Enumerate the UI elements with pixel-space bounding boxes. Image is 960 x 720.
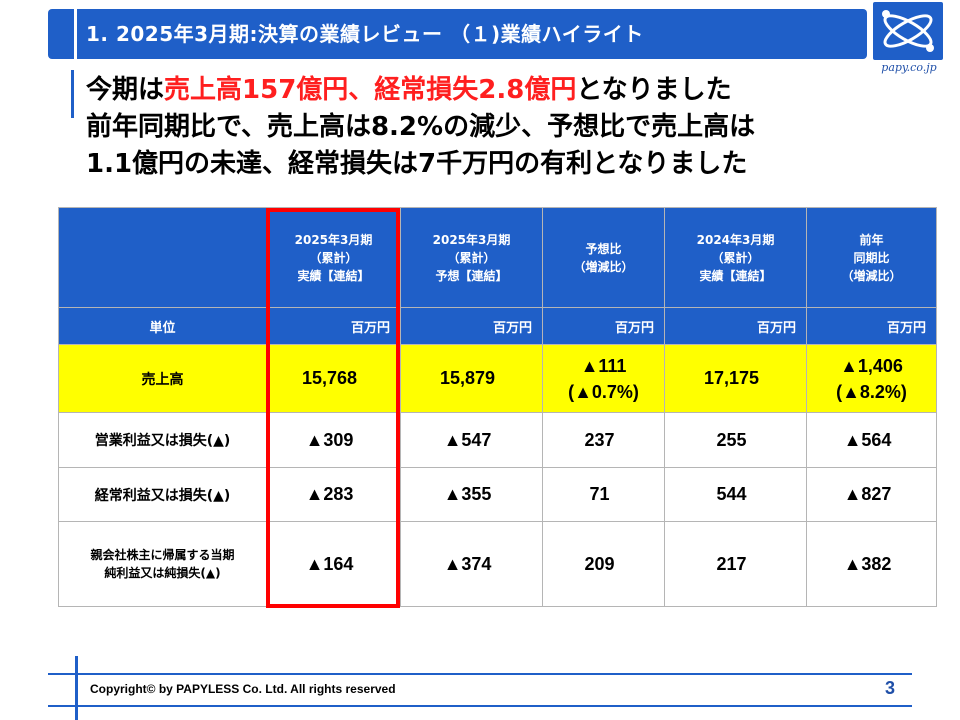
value-cell: 217 xyxy=(664,521,807,607)
summary-line-1-prefix: 今期は xyxy=(86,75,165,105)
title-bar: 1. 2025年3月期:決算の業績レビュー （１)業績ハイライト xyxy=(48,9,867,59)
row-label-net-income: 親会社株主に帰属する当期 純利益又は純損失(▲) xyxy=(58,521,267,607)
page-title: 1. 2025年3月期:決算の業績レビュー （１)業績ハイライト xyxy=(86,22,644,46)
table-unit-row: 単位 百万円 百万円 百万円 百万円 百万円 xyxy=(58,307,937,345)
summary-accent-bar xyxy=(71,70,74,118)
summary-statement: 今期は売上高157億円、経常損失2.8億円となりました 前年同期比で、売上高は8… xyxy=(86,72,946,183)
value-cell: 544 xyxy=(664,467,807,522)
value-cell: ▲382 xyxy=(806,521,937,607)
value-cell: ▲564 xyxy=(806,412,937,468)
footer-accent-vertical xyxy=(75,656,78,720)
header-empty-cell xyxy=(58,207,267,308)
value-cell: ▲283 xyxy=(266,467,401,522)
value-cell: ▲827 xyxy=(806,467,937,522)
summary-line-1-highlight: 売上高157億円、経常損失2.8億円 xyxy=(164,75,577,105)
value-cell: 15,768 xyxy=(266,344,401,413)
unit-cell: 百万円 xyxy=(542,307,665,345)
row-label-net-income-line2: 純利益又は純損失(▲) xyxy=(104,566,221,580)
logo-text: papy.co.jp xyxy=(881,61,937,74)
summary-line-2: 前年同期比で、売上高は8.2%の減少、予想比で売上高は xyxy=(86,112,756,142)
row-label-ordinary: 経常利益又は損失(▲) xyxy=(58,467,267,522)
value-cell: ▲111 (▲0.7%) xyxy=(542,344,665,413)
value-cell: 17,175 xyxy=(664,344,807,413)
summary-line-1-suffix: となりました xyxy=(576,75,732,105)
value-cell: ▲547 xyxy=(400,412,543,468)
value-cell: ▲164 xyxy=(266,521,401,607)
company-logo: papy.co.jp xyxy=(873,2,945,74)
table-header-row: 2025年3月期 （累計） 実績【連結】 2025年3月期 （累計） 予想【連結… xyxy=(58,207,937,308)
column-header-vs-forecast: 予想比 （増減比） xyxy=(542,207,665,308)
footer-rule-top xyxy=(48,673,912,675)
footer-rule-bottom xyxy=(48,705,912,707)
unit-label: 単位 xyxy=(58,307,267,345)
unit-cell: 百万円 xyxy=(400,307,543,345)
row-label-sales: 売上高 xyxy=(58,344,267,413)
summary-line-3: 1.1億円の未達、経常損失は7千万円の有利となりました xyxy=(86,149,748,179)
value-cell: 237 xyxy=(542,412,665,468)
page-number: 3 xyxy=(885,678,896,698)
value-cell: 71 xyxy=(542,467,665,522)
value-cell: ▲374 xyxy=(400,521,543,607)
column-header-forecast-2025: 2025年3月期 （累計） 予想【連結】 xyxy=(400,207,543,308)
unit-cell: 百万円 xyxy=(664,307,807,345)
title-divider xyxy=(74,9,77,59)
value-cell: ▲1,406 (▲8.2%) xyxy=(806,344,937,413)
table-row-sales: 売上高 15,768 15,879 ▲111 (▲0.7%) 17,175 ▲1… xyxy=(58,344,937,413)
table-row-net-income: 親会社株主に帰属する当期 純利益又は純損失(▲) ▲164 ▲374 209 2… xyxy=(58,521,937,607)
column-header-actual-2025: 2025年3月期 （累計） 実績【連結】 xyxy=(266,207,401,308)
column-header-yoy: 前年 同期比 （増減比） xyxy=(806,207,937,308)
value-cell: 209 xyxy=(542,521,665,607)
row-label-net-income-line1: 親会社株主に帰属する当期 xyxy=(90,548,235,562)
summary-line-1: 今期は売上高157億円、経常損失2.8億円となりました xyxy=(86,72,946,109)
unit-cell: 百万円 xyxy=(266,307,401,345)
results-table: 2025年3月期 （累計） 実績【連結】 2025年3月期 （累計） 予想【連結… xyxy=(58,207,937,607)
logo-badge xyxy=(873,2,943,60)
value-main: ▲111 xyxy=(580,355,627,376)
value-cell: ▲309 xyxy=(266,412,401,468)
column-header-actual-2024: 2024年3月期 （累計） 実績【連結】 xyxy=(664,207,807,308)
unit-cell: 百万円 xyxy=(806,307,937,345)
value-cell: 15,879 xyxy=(400,344,543,413)
table-row-operating: 営業利益又は損失(▲) ▲309 ▲547 237 255 ▲564 xyxy=(58,412,937,468)
table-row-ordinary: 経常利益又は損失(▲) ▲283 ▲355 71 544 ▲827 xyxy=(58,467,937,522)
atom-icon xyxy=(882,10,934,52)
copyright-notice: Copyright© by PAPYLESS Co. Ltd. All righ… xyxy=(90,682,396,696)
value-cell: ▲355 xyxy=(400,467,543,522)
row-label-operating: 営業利益又は損失(▲) xyxy=(58,412,267,468)
value-cell: 255 xyxy=(664,412,807,468)
value-main: ▲1,406 xyxy=(840,355,903,376)
value-ratio: (▲8.2%) xyxy=(836,381,907,402)
value-ratio: (▲0.7%) xyxy=(568,381,639,402)
